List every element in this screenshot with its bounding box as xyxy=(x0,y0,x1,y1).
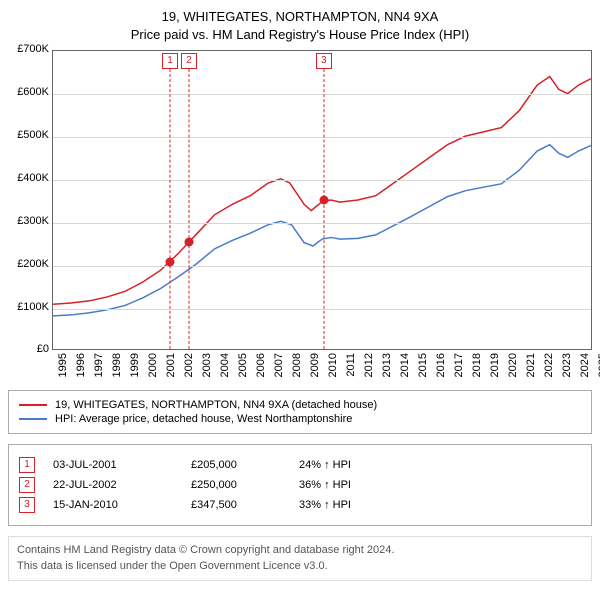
sales-date: 22-JUL-2002 xyxy=(53,479,173,491)
y-tick-label: £400K xyxy=(17,172,49,184)
y-tick-label: £300K xyxy=(17,215,49,227)
gridline xyxy=(53,266,591,267)
x-tick-label: 2001 xyxy=(165,353,177,377)
x-tick-label: 1995 xyxy=(57,353,69,377)
footnote-line-1: Contains HM Land Registry data © Crown c… xyxy=(17,543,583,558)
gridline xyxy=(53,180,591,181)
x-tick-label: 1996 xyxy=(75,353,87,377)
x-tick-label: 2003 xyxy=(201,353,213,377)
x-tick-label: 2013 xyxy=(381,353,393,377)
sales-date: 15-JAN-2010 xyxy=(53,499,173,511)
sale-marker-box: 1 xyxy=(162,53,178,69)
x-tick-label: 2022 xyxy=(543,353,555,377)
sale-marker-dot xyxy=(166,257,175,266)
y-tick-label: £600K xyxy=(17,86,49,98)
footnote: Contains HM Land Registry data © Crown c… xyxy=(8,536,592,581)
sale-marker-line xyxy=(188,69,189,349)
x-tick-label: 2018 xyxy=(471,353,483,377)
sales-key-box: 1 xyxy=(19,457,35,473)
sales-pct: 24% ↑ HPI xyxy=(299,459,351,471)
x-tick-label: 2008 xyxy=(291,353,303,377)
legend-swatch xyxy=(19,404,47,406)
chart: £0£100K£200K£300K£400K£500K£600K£700K199… xyxy=(8,50,592,350)
gridline xyxy=(53,94,591,95)
x-tick-label: 2009 xyxy=(309,353,321,377)
legend-label: 19, WHITEGATES, NORTHAMPTON, NN4 9XA (de… xyxy=(55,399,377,411)
legend-row: HPI: Average price, detached house, West… xyxy=(19,413,581,425)
x-tick-label: 2023 xyxy=(561,353,573,377)
sale-marker-box: 3 xyxy=(316,53,332,69)
x-tick-label: 1998 xyxy=(111,353,123,377)
x-tick-label: 2019 xyxy=(489,353,501,377)
series-line xyxy=(53,77,591,305)
plot-area: £0£100K£200K£300K£400K£500K£600K£700K199… xyxy=(52,50,592,350)
sales-price: £205,000 xyxy=(191,459,281,471)
x-tick-label: 2007 xyxy=(273,353,285,377)
footnote-line-2: This data is licensed under the Open Gov… xyxy=(17,559,583,574)
x-tick-label: 2000 xyxy=(147,353,159,377)
y-tick-label: £500K xyxy=(17,129,49,141)
x-tick-label: 2021 xyxy=(525,353,537,377)
x-tick-label: 2017 xyxy=(453,353,465,377)
gridline xyxy=(53,137,591,138)
gridline xyxy=(53,223,591,224)
legend-row: 19, WHITEGATES, NORTHAMPTON, NN4 9XA (de… xyxy=(19,399,581,411)
x-tick-label: 2006 xyxy=(255,353,267,377)
sale-marker-line xyxy=(323,69,324,349)
sales-row: 1 03-JUL-2001 £205,000 24% ↑ HPI xyxy=(19,457,581,473)
x-tick-label: 2012 xyxy=(363,353,375,377)
title-line-1: 19, WHITEGATES, NORTHAMPTON, NN4 9XA xyxy=(8,8,592,26)
sale-marker-box: 2 xyxy=(181,53,197,69)
x-tick-label: 2002 xyxy=(183,353,195,377)
sales-pct: 33% ↑ HPI xyxy=(299,499,351,511)
x-tick-label: 1999 xyxy=(129,353,141,377)
sales-row: 3 15-JAN-2010 £347,500 33% ↑ HPI xyxy=(19,497,581,513)
sale-marker-dot xyxy=(319,196,328,205)
x-tick-label: 2014 xyxy=(399,353,411,377)
y-tick-label: £200K xyxy=(17,258,49,270)
sales-key-box: 2 xyxy=(19,477,35,493)
x-tick-label: 2004 xyxy=(219,353,231,377)
series-line xyxy=(53,145,591,316)
chart-title-block: 19, WHITEGATES, NORTHAMPTON, NN4 9XA Pri… xyxy=(8,8,592,44)
x-tick-label: 2010 xyxy=(327,353,339,377)
sale-marker-line xyxy=(170,69,171,349)
x-tick-label: 1997 xyxy=(93,353,105,377)
y-tick-label: £0 xyxy=(37,343,49,355)
sales-table: 1 03-JUL-2001 £205,000 24% ↑ HPI 2 22-JUL-200… xyxy=(8,444,592,526)
legend-label: HPI: Average price, detached house, West… xyxy=(55,413,352,425)
sales-key-box: 3 xyxy=(19,497,35,513)
sales-price: £347,500 xyxy=(191,499,281,511)
sales-date: 03-JUL-2001 xyxy=(53,459,173,471)
y-tick-label: £700K xyxy=(17,43,49,55)
title-line-2: Price paid vs. HM Land Registry's House … xyxy=(8,26,592,44)
legend: 19, WHITEGATES, NORTHAMPTON, NN4 9XA (de… xyxy=(8,390,592,434)
x-tick-label: 2015 xyxy=(417,353,429,377)
legend-swatch xyxy=(19,418,47,420)
sale-marker-dot xyxy=(184,238,193,247)
sales-row: 2 22-JUL-2002 £250,000 36% ↑ HPI xyxy=(19,477,581,493)
x-tick-label: 2016 xyxy=(435,353,447,377)
x-tick-label: 2020 xyxy=(507,353,519,377)
sales-price: £250,000 xyxy=(191,479,281,491)
y-tick-label: £100K xyxy=(17,301,49,313)
x-tick-label: 2024 xyxy=(579,353,591,377)
sales-pct: 36% ↑ HPI xyxy=(299,479,351,491)
x-tick-label: 2005 xyxy=(237,353,249,377)
x-tick-label: 2011 xyxy=(345,353,357,377)
gridline xyxy=(53,309,591,310)
